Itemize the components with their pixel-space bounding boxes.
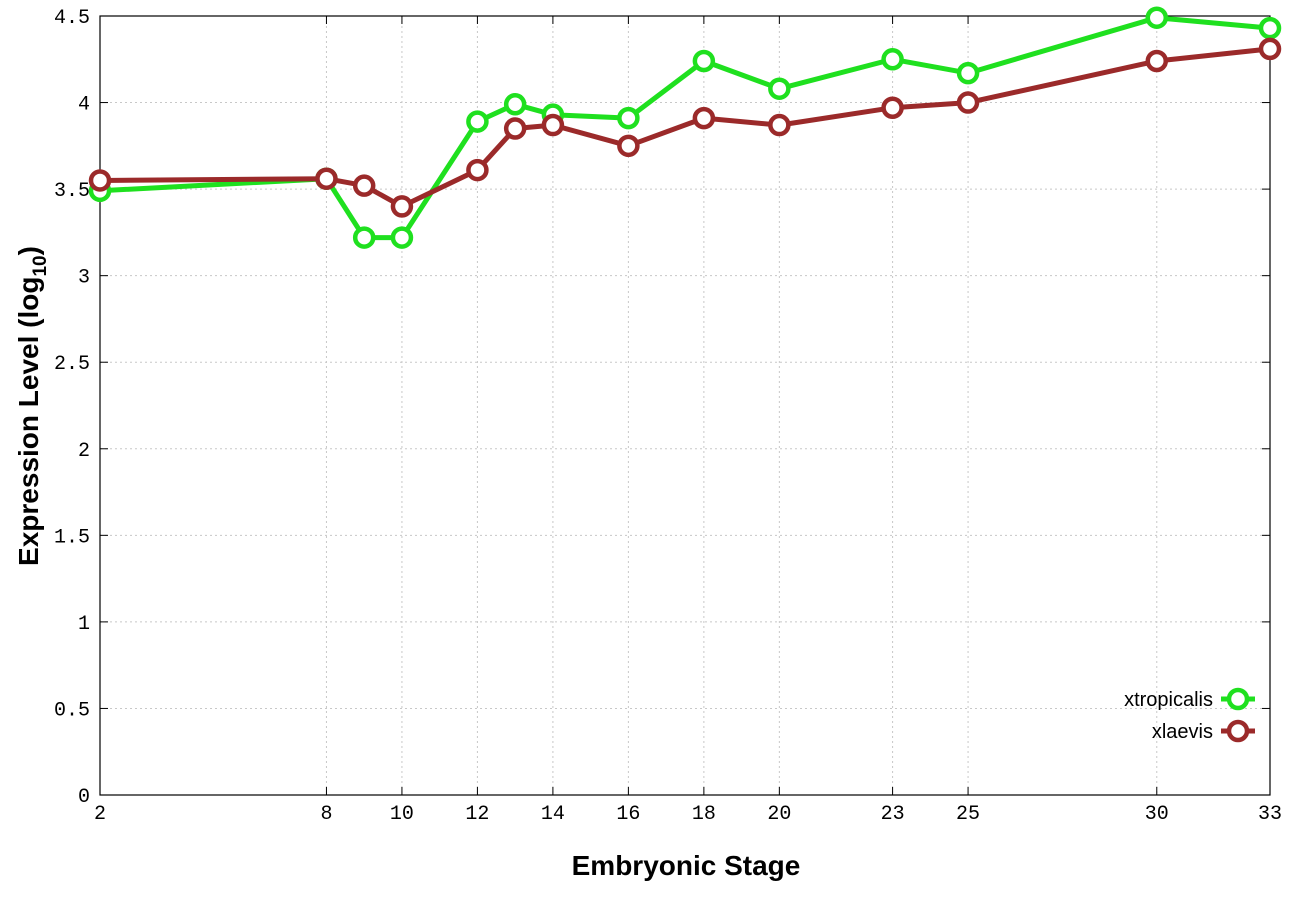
plot-frame	[99, 15, 1271, 796]
x-tick-label: 8	[320, 803, 332, 826]
y-tick-label: 3	[78, 267, 90, 290]
x-axis-title: Embryonic Stage	[572, 850, 801, 881]
y-tick-label: 1.5	[54, 526, 90, 549]
legend-entry-xlaevis: xlaevis	[1152, 719, 1255, 743]
x-tick-label: 14	[541, 803, 565, 826]
data-point-xlaevis	[956, 91, 980, 114]
x-tick-label: 23	[881, 803, 905, 826]
data-point-xlaevis	[466, 158, 489, 182]
y-axis-title-close: )	[13, 246, 44, 255]
data-point-xlaevis	[315, 167, 338, 190]
y-tick-label: 1	[78, 613, 90, 636]
data-point-xtropicalis	[881, 48, 904, 71]
grid-lines	[100, 16, 1270, 795]
data-point-xtropicalis	[617, 106, 640, 130]
data-point-xtropicalis	[692, 49, 716, 73]
x-tick-label: 25	[956, 803, 980, 826]
data-point-xlaevis	[352, 174, 376, 197]
data-point-xtropicalis	[466, 110, 489, 133]
data-point-xlaevis	[1258, 37, 1282, 61]
y-tick-label: 0	[78, 786, 90, 809]
x-tick-label: 16	[616, 803, 640, 826]
series-lines	[88, 6, 1282, 249]
data-point-xlaevis	[881, 96, 904, 119]
data-point-xlaevis	[692, 106, 716, 130]
x-tick-label: 33	[1258, 803, 1282, 826]
data-point-xlaevis	[768, 113, 791, 137]
data-point-xtropicalis	[1145, 6, 1169, 29]
y-tick-label: 4.5	[54, 7, 90, 30]
x-tick-label: 12	[465, 803, 489, 826]
data-point-xlaevis	[390, 195, 414, 218]
y-tick-label: 2	[78, 440, 90, 463]
legend-label: xtropicalis	[1124, 689, 1213, 711]
data-point-xlaevis	[1145, 49, 1169, 73]
y-axis-title: Expression Level (log10)	[13, 246, 51, 566]
x-tick-label: 18	[692, 803, 716, 826]
x-tick-label: 10	[390, 803, 414, 826]
x-tick-label: 20	[767, 803, 791, 826]
data-point-xtropicalis	[956, 61, 980, 85]
series-xlaevis	[88, 37, 1282, 218]
x-tick-label: 30	[1145, 803, 1169, 826]
y-tick-label: 4	[78, 94, 90, 117]
legend-label: xlaevis	[1152, 721, 1213, 743]
data-point-xtropicalis	[352, 226, 376, 249]
y-tick-label: 0.5	[54, 699, 90, 722]
legend-entry-xtropicalis: xtropicalis	[1124, 687, 1255, 711]
x-tick-label: 2	[94, 803, 106, 826]
y-tick-label: 3.5	[54, 180, 90, 203]
y-axis-title-subscript: 10	[30, 255, 51, 276]
data-point-xtropicalis	[768, 77, 791, 100]
y-axis-title-main: Expression Level (log	[13, 277, 44, 566]
data-point-xlaevis	[541, 113, 565, 137]
data-point-xtropicalis	[390, 226, 414, 249]
y-tick-label: 2.5	[54, 353, 90, 376]
data-point-xlaevis	[88, 169, 112, 192]
data-point-xlaevis	[503, 117, 527, 140]
legend-marker-swatch	[1226, 719, 1250, 743]
data-point-xtropicalis	[503, 93, 527, 116]
legend: xtropicalis xlaevis	[1124, 687, 1255, 743]
data-point-xlaevis	[617, 134, 640, 158]
legend-marker-swatch	[1226, 687, 1250, 711]
data-point-xtropicalis	[1258, 16, 1282, 40]
axes: 0 0.5 1 1.5 2 2.5 3 3.5 4 4.5 2 8 10 12 14 16 18 20 23 25 30…	[54, 7, 1282, 826]
